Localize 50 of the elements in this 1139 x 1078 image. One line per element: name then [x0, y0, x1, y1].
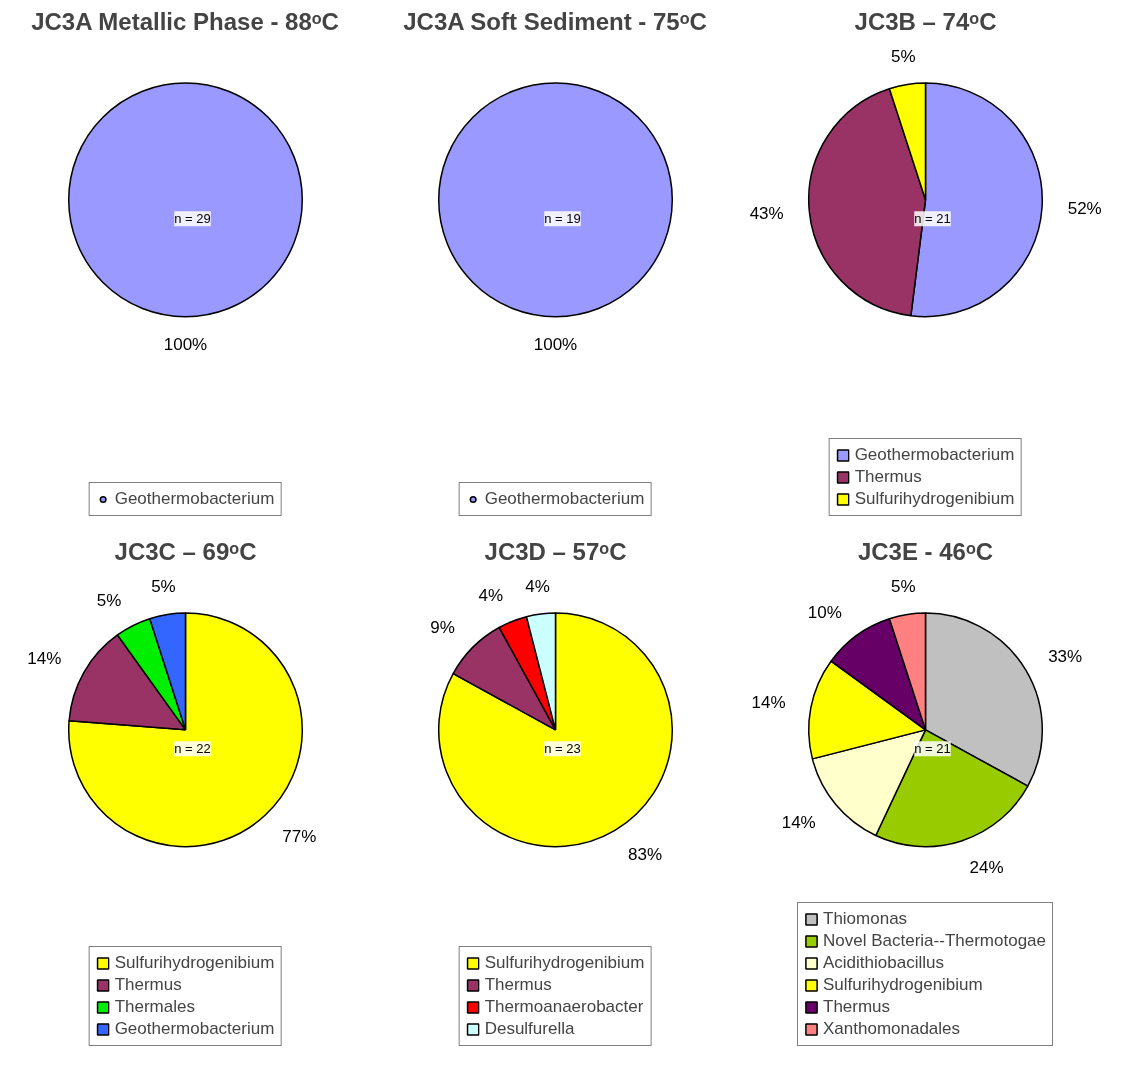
text: n = 23	[544, 741, 581, 757]
text: n = 22	[174, 741, 211, 757]
chart-title: JC3B – 74ᵒC	[854, 7, 997, 35]
legend-label: Thermus	[823, 997, 891, 1017]
legend-label: Thermus	[854, 467, 922, 487]
text: n = 19	[544, 211, 581, 227]
data-label: 5%	[96, 590, 122, 610]
legend-label: Sulfurihydrogenibium	[854, 489, 1015, 509]
data-label: 24%	[969, 858, 1004, 878]
data-label: 100%	[163, 335, 208, 355]
chart-title: JC3C – 69ᵒC	[114, 537, 257, 565]
data-label: 77%	[282, 826, 317, 846]
legend-label: Novel Bacteria--Thermotogae	[823, 931, 1046, 951]
legend-label: Thermus	[484, 975, 552, 995]
data-label: 14%	[751, 693, 786, 713]
text: n = 21	[914, 741, 951, 757]
data-label: 4%	[478, 585, 504, 605]
data-label: 9%	[430, 617, 455, 637]
data-label: 14%	[781, 812, 816, 832]
text: n = 29	[174, 211, 211, 227]
data-label: 83%	[628, 845, 663, 865]
data-label: 4%	[525, 576, 550, 596]
data-label: 100%	[533, 335, 578, 355]
data-label: 14%	[27, 649, 62, 669]
legend-label: Desulfurella	[484, 1019, 575, 1039]
legend-label: Geothermobacterium	[114, 1019, 275, 1039]
data-label: 5%	[890, 47, 916, 67]
legend-label: Sulfurihydrogenibium	[114, 953, 275, 973]
chart-title: JC3D – 57ᵒC	[484, 537, 627, 565]
chart-title: JC3A Metallic Phase - 88ᵒC	[31, 7, 339, 35]
data-label: 5%	[890, 577, 916, 597]
data-label: 10%	[807, 603, 842, 623]
legend-label: Geothermobacterium	[854, 445, 1015, 465]
legend-label: Xanthomonadales	[823, 1019, 961, 1039]
chart-title: JC3A Soft Sediment - 75ᵒC	[403, 7, 707, 35]
legend-label: Geothermobacterium	[484, 489, 645, 509]
text: n = 21	[914, 211, 951, 227]
data-label: 33%	[1048, 646, 1083, 666]
data-label: 43%	[749, 203, 784, 223]
legend-label: Thermoanaerobacter	[484, 997, 644, 1017]
data-label: 5%	[151, 577, 176, 597]
data-label: 52%	[1067, 199, 1102, 219]
legend-label: Thiomonas	[823, 909, 908, 929]
chart-title: JC3E - 46ᵒC	[857, 537, 994, 565]
legend-label: Geothermobacterium	[114, 489, 275, 509]
legend-label: Sulfurihydrogenibium	[484, 953, 645, 973]
legend-label: Thermales	[114, 997, 195, 1017]
legend-label: Acidithiobacillus	[823, 953, 944, 973]
legend-label: Thermus	[114, 975, 182, 995]
legend-label: Sulfurihydrogenibium	[823, 975, 983, 995]
